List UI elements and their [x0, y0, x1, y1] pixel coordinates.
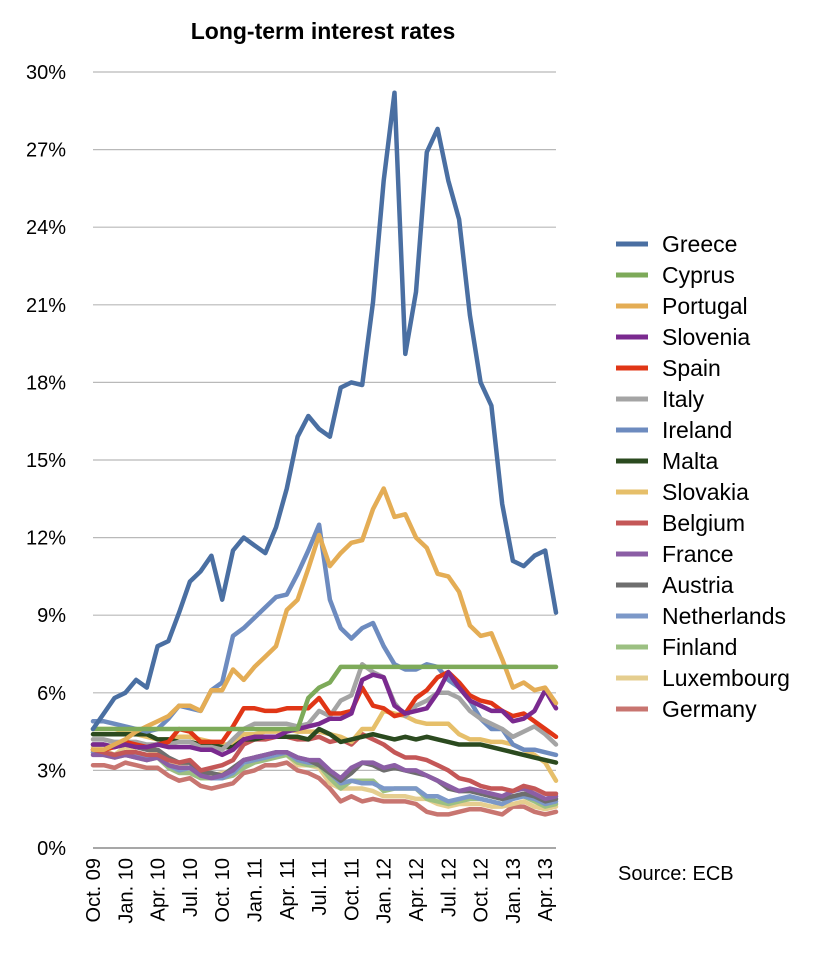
series-line-germany — [90, 760, 559, 817]
legend-label: Greece — [662, 231, 737, 257]
y-tick-label: 9% — [37, 605, 66, 627]
series-line-france — [90, 750, 559, 802]
legend-label: Germany — [662, 696, 757, 722]
x-tick-label: Oct. 11 — [341, 858, 363, 921]
y-tick-label: 30% — [26, 62, 66, 84]
y-axis-tick-labels: 0% 3% 6% 9% 12% 15% 18% 21% 24% 27% 30% — [26, 62, 66, 860]
x-tick-label: Apr. 12 — [406, 858, 428, 921]
y-tick-label: 18% — [26, 372, 66, 394]
legend-label: Netherlands — [662, 603, 786, 629]
y-tick-label: 27% — [26, 140, 66, 162]
legend-label: Spain — [662, 355, 721, 381]
y-tick-label: 0% — [37, 838, 66, 860]
x-tick-label: Oct. 10 — [212, 858, 234, 922]
legend-label: Ireland — [662, 417, 732, 443]
y-tick-label: 21% — [26, 295, 66, 317]
legend-label: Italy — [662, 386, 705, 412]
series-line-portugal — [90, 486, 559, 752]
series-lines — [90, 90, 559, 817]
series-line-cyprus — [90, 664, 559, 732]
legend: Greece Cyprus Portugal Slovenia Spain Italy Ir… — [616, 231, 790, 722]
series-line-belgium — [90, 731, 559, 796]
x-tick-label: Apr. 10 — [148, 858, 170, 921]
legend-label: Belgium — [662, 510, 745, 536]
y-tick-label: 3% — [37, 760, 66, 782]
series-line-italy — [90, 662, 559, 752]
x-tick-label: Apr. 13 — [535, 858, 557, 921]
legend-label: Luxembourg — [662, 665, 790, 691]
x-tick-label: Jan. 10 — [115, 858, 137, 924]
series-line-spain — [90, 669, 559, 752]
series-line-greece — [90, 90, 559, 732]
x-tick-label: Jul. 11 — [309, 858, 331, 915]
legend-label: Austria — [662, 572, 734, 598]
source-note: Source: ECB — [618, 863, 734, 885]
legend-label: Slovenia — [662, 324, 750, 350]
legend-label: Cyprus — [662, 262, 735, 288]
y-tick-label: 15% — [26, 450, 66, 472]
x-tick-label: Oct. 12 — [471, 858, 493, 922]
x-tick-label: Jan. 13 — [503, 858, 525, 924]
x-tick-label: Apr. 11 — [277, 858, 299, 920]
y-tick-label: 12% — [26, 528, 66, 550]
x-tick-label: Jan. 11 — [245, 858, 267, 922]
y-tick-label: 6% — [37, 683, 66, 705]
legend-label: Finland — [662, 634, 737, 660]
legend-label: Portugal — [662, 293, 748, 319]
chart-title: Long-term interest rates — [191, 18, 456, 44]
x-tick-label: Oct. 09 — [83, 858, 105, 922]
legend-label: Slovakia — [662, 479, 749, 505]
x-tick-label: Jan. 12 — [374, 858, 396, 924]
legend-label: France — [662, 541, 734, 567]
series-line-slovenia — [90, 669, 559, 758]
x-axis-tick-labels: Oct. 09 Jan. 10 Apr. 10 Jul. 10 Oct. 10 Jan. … — [83, 858, 557, 924]
legend-label: Malta — [662, 448, 718, 474]
x-tick-label: Jul. 10 — [180, 858, 202, 917]
y-tick-label: 24% — [26, 217, 66, 239]
x-tick-label: Jul. 12 — [438, 858, 460, 917]
